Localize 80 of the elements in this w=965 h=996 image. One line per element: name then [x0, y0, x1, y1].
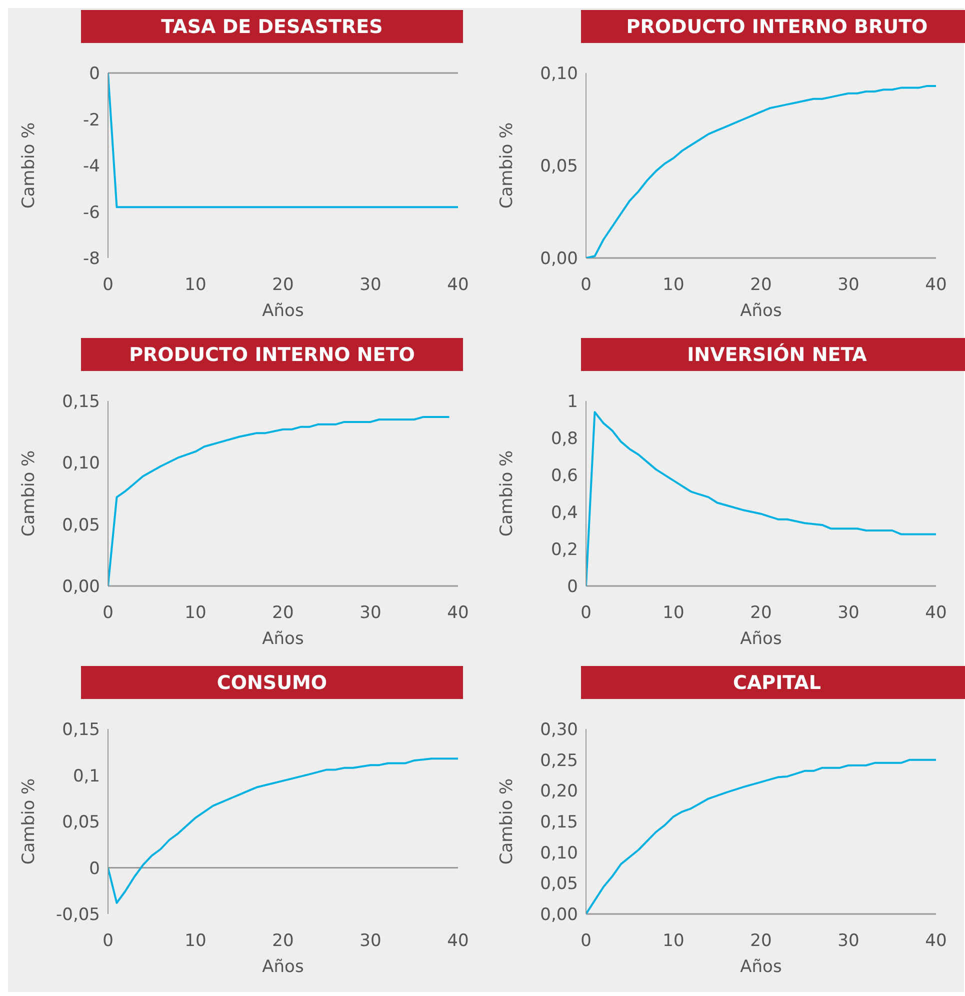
- y-tick-label: 0: [567, 577, 578, 598]
- x-tick-label: 10: [184, 275, 206, 296]
- y-tick-label: 0,05: [540, 874, 578, 894]
- x-tick-label: 0: [580, 931, 592, 952]
- x-tick-label: 40: [447, 603, 469, 624]
- y-tick-label: 0,15: [62, 720, 100, 740]
- chart-title: CAPITAL: [733, 672, 821, 694]
- chart-title: CONSUMO: [216, 672, 328, 694]
- y-tick-label: -4: [83, 156, 100, 177]
- y-tick-label: 0,30: [540, 720, 578, 740]
- chart-title: INVERSIÓN NETA: [687, 344, 867, 366]
- x-tick-label: 40: [447, 931, 469, 952]
- y-tick-label: -2: [83, 110, 100, 130]
- y-tick-label: 0,10: [62, 454, 100, 474]
- y-tick-label: -0,05: [56, 905, 100, 926]
- y-tick-label: 0,8: [550, 429, 578, 450]
- y-tick-label: 1: [567, 392, 578, 412]
- y-tick-label: 0: [89, 64, 100, 84]
- y-axis-title: Cambio %: [497, 122, 518, 209]
- y-tick-label: 0,4: [550, 503, 578, 524]
- x-tick-label: 30: [360, 603, 382, 624]
- x-tick-label: 0: [580, 603, 592, 624]
- y-tick-label: 0,15: [62, 392, 100, 412]
- x-tick-label: 0: [102, 603, 114, 624]
- y-tick-label: 0,2: [550, 540, 578, 560]
- y-tick-label: 0: [89, 858, 100, 879]
- y-tick-label: 0,00: [62, 577, 100, 598]
- x-tick-label: 10: [662, 931, 684, 952]
- x-tick-label: 20: [750, 603, 772, 624]
- x-axis-title: Años: [262, 301, 304, 321]
- x-tick-label: 40: [925, 931, 947, 952]
- x-tick-label: 40: [925, 603, 947, 624]
- y-tick-label: 0,1: [72, 766, 100, 786]
- y-axis-title: Cambio %: [497, 450, 518, 537]
- x-tick-label: 40: [925, 275, 947, 296]
- y-tick-label: 0,20: [540, 782, 578, 802]
- x-tick-label: 20: [750, 275, 772, 296]
- chart-title: TASA DE DESASTRES: [161, 16, 383, 38]
- x-axis-title: Años: [740, 629, 782, 649]
- y-axis-title: Cambio %: [497, 778, 518, 865]
- y-tick-label: 0,00: [540, 905, 578, 926]
- line-series: [108, 416, 450, 586]
- y-tick-label: -6: [83, 202, 100, 223]
- y-tick-label: 0,10: [540, 843, 578, 864]
- x-tick-label: 10: [184, 603, 206, 624]
- x-tick-label: 10: [184, 931, 206, 952]
- x-tick-label: 0: [102, 931, 114, 952]
- x-tick-label: 30: [838, 603, 860, 624]
- y-tick-label: 0,05: [540, 156, 578, 177]
- x-tick-label: 20: [750, 931, 772, 952]
- y-tick-label: 0,05: [62, 515, 100, 536]
- x-tick-label: 30: [360, 275, 382, 296]
- x-tick-label: 30: [838, 931, 860, 952]
- y-tick-label: 0,25: [540, 750, 578, 771]
- x-axis-title: Años: [740, 301, 782, 321]
- y-axis-title: Cambio %: [19, 450, 40, 537]
- x-axis-title: Años: [262, 629, 304, 649]
- y-tick-label: 0,15: [540, 812, 578, 833]
- x-axis-title: Años: [262, 957, 304, 977]
- x-tick-label: 30: [838, 275, 860, 296]
- y-tick-label: 0,6: [550, 466, 578, 486]
- x-tick-label: 20: [272, 603, 294, 624]
- x-tick-label: 40: [447, 275, 469, 296]
- x-tick-label: 0: [580, 275, 592, 296]
- x-tick-label: 30: [360, 931, 382, 952]
- line-series: [108, 758, 458, 904]
- chart-title: PRODUCTO INTERNO NETO: [129, 344, 415, 366]
- x-tick-label: 0: [102, 275, 114, 296]
- x-tick-label: 20: [272, 275, 294, 296]
- x-tick-label: 20: [272, 931, 294, 952]
- x-tick-label: 10: [662, 603, 684, 624]
- y-axis-title: Cambio %: [19, 778, 40, 865]
- y-tick-label: 0,10: [540, 64, 578, 84]
- y-axis-title: Cambio %: [19, 122, 40, 209]
- chart-title: PRODUCTO INTERNO BRUTO: [626, 16, 928, 38]
- y-tick-label: 0,05: [62, 812, 100, 833]
- x-axis-title: Años: [740, 957, 782, 977]
- x-tick-label: 10: [662, 275, 684, 296]
- y-tick-label: -8: [83, 249, 100, 270]
- y-tick-label: 0,00: [540, 249, 578, 270]
